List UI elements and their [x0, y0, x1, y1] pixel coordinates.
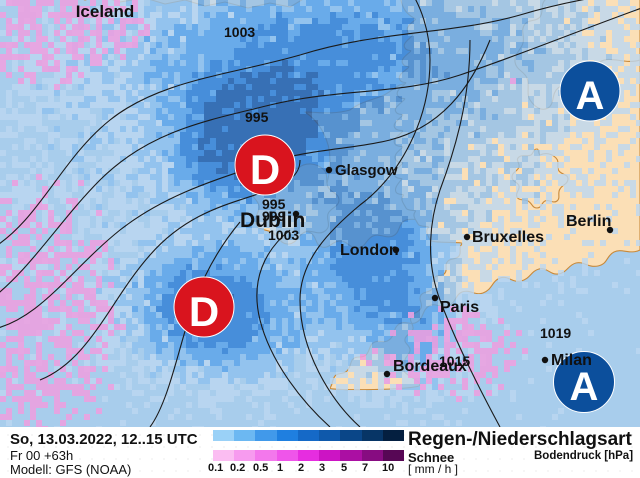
- svg-text:Iceland: Iceland: [76, 2, 135, 21]
- svg-text:Bordeaux: Bordeaux: [393, 358, 467, 375]
- svg-text:D: D: [189, 288, 219, 335]
- svg-text:Paris: Paris: [440, 299, 479, 316]
- svg-text:A: A: [576, 74, 605, 118]
- svg-text:Berlin: Berlin: [566, 213, 611, 230]
- svg-text:Bruxelles: Bruxelles: [472, 229, 544, 246]
- svg-text:Milan: Milan: [551, 352, 592, 369]
- svg-text:995: 995: [245, 109, 269, 125]
- svg-text:A: A: [570, 365, 599, 409]
- svg-text:1003: 1003: [224, 24, 255, 40]
- svg-text:London: London: [340, 242, 399, 259]
- svg-text:D: D: [250, 146, 280, 193]
- svg-text:1019: 1019: [540, 325, 571, 341]
- svg-text:Glasgow: Glasgow: [335, 162, 398, 179]
- svg-text:Dublin: Dublin: [240, 209, 305, 232]
